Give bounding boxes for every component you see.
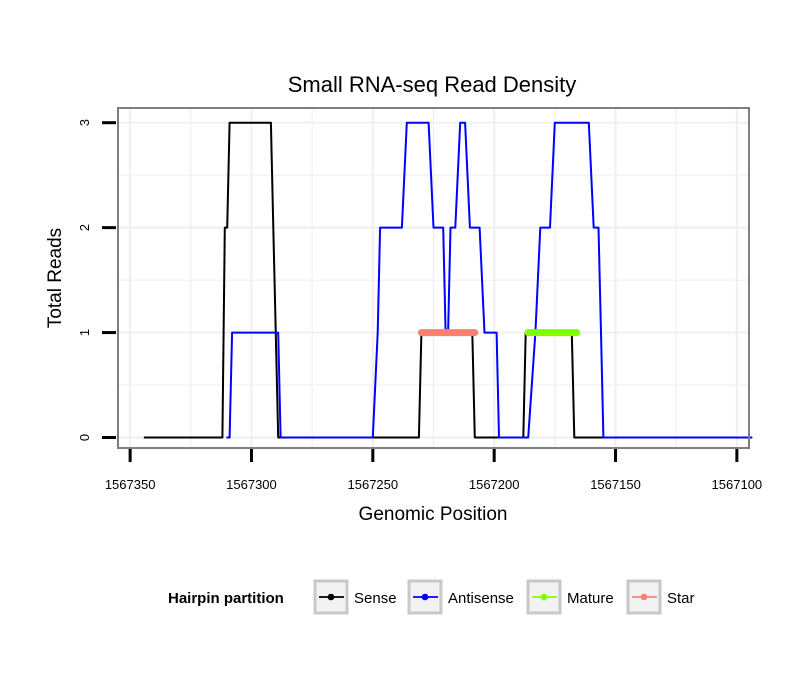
legend: Hairpin partition Sense Antisense Mature St… xyxy=(168,579,695,615)
x-tick-label: 1567250 xyxy=(348,477,399,492)
y-tick-label: 0 xyxy=(77,434,92,441)
legend-key-marker xyxy=(540,593,548,601)
legend-key-marker xyxy=(327,593,335,601)
series-line-antisense xyxy=(226,121,753,439)
legend-label: Sense xyxy=(354,590,397,607)
legend-label: Star xyxy=(667,590,695,607)
plot-border xyxy=(117,107,750,449)
x-tick-label: 1567350 xyxy=(105,477,156,492)
y-tick-label: 1 xyxy=(77,329,92,336)
y-axis-label: Total Reads xyxy=(45,228,66,328)
y-axis: 0 1 2 3 xyxy=(77,119,116,441)
x-tick-label: 1567300 xyxy=(226,477,277,492)
x-tick-label: 1567200 xyxy=(469,477,520,492)
series-lines xyxy=(143,121,753,439)
chart-title: Small RNA-seq Read Density xyxy=(288,72,577,97)
y-tick-label: 2 xyxy=(77,224,92,231)
legend-key-marker xyxy=(421,593,429,601)
legend-item-mature: Mature xyxy=(526,579,614,615)
y-tick-label: 3 xyxy=(77,119,92,126)
x-axis: 1567350 1567300 1567250 1567200 1567150 15671… xyxy=(105,449,762,492)
legend-key-marker xyxy=(640,593,648,601)
legend-item-antisense: Antisense xyxy=(407,579,514,615)
legend-item-star: Star xyxy=(626,579,695,615)
legend-item-sense: Sense xyxy=(313,579,397,615)
x-axis-label: Genomic Position xyxy=(359,504,508,525)
legend-title: Hairpin partition xyxy=(168,590,284,607)
x-tick-label: 1567150 xyxy=(590,477,641,492)
legend-label: Mature xyxy=(567,590,614,607)
legend-label: Antisense xyxy=(448,590,514,607)
x-tick-label: 1567100 xyxy=(712,477,763,492)
